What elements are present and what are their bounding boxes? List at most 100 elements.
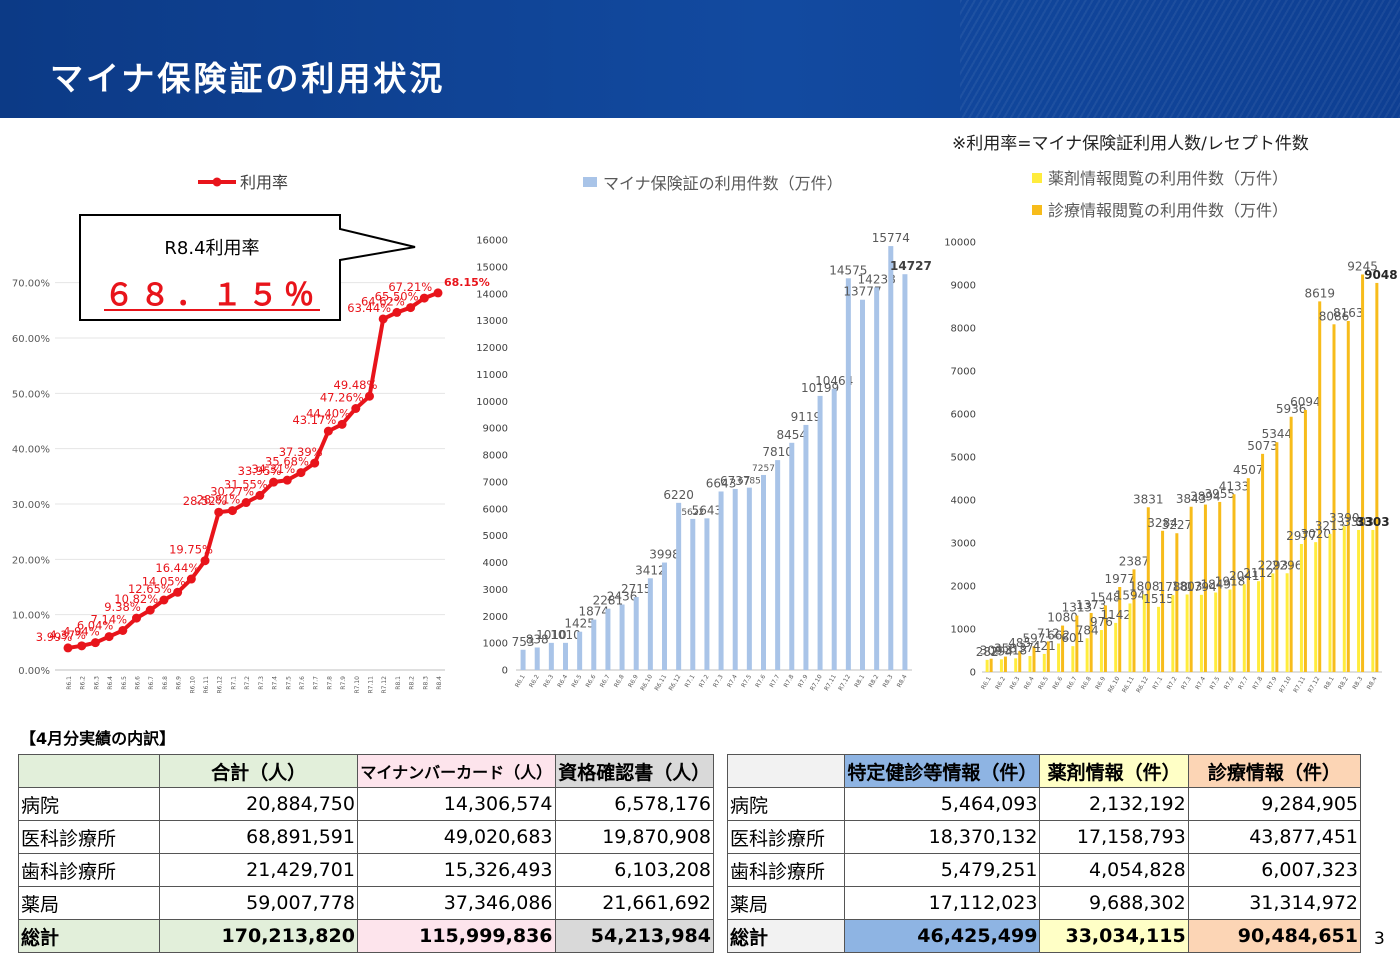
x-tick-label: R7.2 xyxy=(244,676,251,690)
data-label: 64.62% xyxy=(361,294,405,308)
bar xyxy=(1146,507,1150,672)
data-point xyxy=(351,403,361,413)
x-tick-label: R8.4 xyxy=(1366,675,1379,691)
x-tick-label: R6.1 xyxy=(980,675,993,691)
bar xyxy=(520,649,526,670)
bar xyxy=(1342,526,1346,672)
bar xyxy=(1303,409,1307,672)
bar xyxy=(1361,274,1365,672)
row-label: 歯科診療所 xyxy=(17,853,161,887)
data-label: 2281 xyxy=(593,594,624,608)
bar xyxy=(1161,530,1165,672)
data-label: 1142 xyxy=(1100,608,1131,622)
data-label: 838 xyxy=(526,632,549,646)
x-tick-label: R7.5 xyxy=(1209,675,1222,691)
y-tick-label: 0 xyxy=(970,668,976,679)
y-tick-label: 6000 xyxy=(951,410,976,421)
data-label: 3894 xyxy=(1190,490,1221,504)
bar xyxy=(902,274,908,670)
bar xyxy=(1232,494,1236,672)
y-tick-label: 2000 xyxy=(483,612,508,623)
bar xyxy=(999,659,1003,672)
data-label: 13777 xyxy=(843,285,881,299)
x-tick-label: R7.2 xyxy=(1166,675,1179,691)
data-label: 8086 xyxy=(1319,309,1350,323)
x-tick-label: R6.10 xyxy=(189,676,196,694)
data-label: 1373 xyxy=(1076,598,1107,612)
cell-value: 6,103,208 xyxy=(554,853,715,887)
data-label: 5073 xyxy=(1247,439,1278,453)
x-tick-label: R7.8 xyxy=(783,673,796,689)
total-label: 総計 xyxy=(17,919,161,953)
x-tick-label: R8.4 xyxy=(436,676,443,690)
callout-box xyxy=(79,214,416,321)
x-tick-label: R6.8 xyxy=(613,673,626,689)
data-label: 358 xyxy=(994,642,1017,656)
data-point xyxy=(63,643,73,653)
data-label: 14727 xyxy=(890,259,932,273)
data-label: 3020 xyxy=(1300,527,1331,541)
data-point xyxy=(90,638,100,648)
breakdown-table-info: 特定健診等情報（件） 薬剤情報（件） 診療情報（件） 病院 5,464,093 … xyxy=(726,754,1362,953)
data-label: 35.68% xyxy=(265,455,309,469)
x-tick-label: R6.1 xyxy=(66,676,73,690)
bar xyxy=(803,424,809,670)
x-tick-label: R6.7 xyxy=(1066,675,1079,691)
data-point xyxy=(310,458,320,468)
bar xyxy=(1075,615,1079,672)
usage-rate-line xyxy=(67,291,439,650)
x-tick-label: R6.3 xyxy=(542,673,555,689)
x-tick-label: R6.2 xyxy=(528,673,541,689)
table-row: 歯科診療所 5,479,251 4,054,828 6,007,323 xyxy=(726,853,1362,887)
header-cell: 薬剤情報（件） xyxy=(1039,754,1189,788)
x-tick-label: R8.3 xyxy=(422,676,429,690)
bar xyxy=(1003,656,1007,672)
cell-value: 19,870,908 xyxy=(554,820,715,854)
cell-value: 5,464,093 xyxy=(844,787,1041,821)
data-label: 294 xyxy=(990,644,1013,658)
data-point xyxy=(364,391,374,401)
data-label: 784 xyxy=(1076,623,1099,637)
data-point xyxy=(145,605,155,615)
data-label: 753 xyxy=(512,635,535,649)
bar xyxy=(1261,453,1265,672)
y-tick-label: 13000 xyxy=(476,316,508,327)
total-value: 33,034,115 xyxy=(1039,919,1189,953)
data-label: 2112 xyxy=(1243,566,1274,580)
x-tick-label: R6.9 xyxy=(176,676,183,690)
cell-value: 2,132,192 xyxy=(1039,787,1189,821)
data-point xyxy=(392,307,402,317)
data-label: 9.38% xyxy=(104,600,141,614)
data-label: 6643 xyxy=(706,476,737,490)
data-label: 3284 xyxy=(1147,516,1178,530)
bar xyxy=(860,299,865,670)
x-tick-label: R7.1 xyxy=(684,673,697,689)
bar xyxy=(1128,603,1132,672)
x-tick-label: R7.8 xyxy=(326,676,333,690)
header-cell: 資格確認書（人） xyxy=(554,754,715,788)
y-tick-label: 30.00% xyxy=(12,500,50,511)
data-label: 3831 xyxy=(1133,492,1164,506)
data-point xyxy=(186,574,196,584)
bar xyxy=(1142,594,1146,672)
usage-count-chart: 0 1000 2000 3000 4000 5000 6000 7000 8000 9000 100… xyxy=(476,174,932,692)
x-tick-label: R7.4 xyxy=(1194,675,1207,691)
data-point xyxy=(323,426,333,436)
data-label: 1788 xyxy=(1158,580,1189,594)
y-tick-label: 11000 xyxy=(476,370,508,381)
data-label: 9119 xyxy=(791,410,822,424)
data-label: 976 xyxy=(1090,615,1113,629)
table-row: 薬局 17,112,023 9,688,302 31,314,972 xyxy=(726,886,1362,920)
table-header-row: 特定健診等情報（件） 薬剤情報（件） 診療情報（件） xyxy=(726,754,1362,788)
cell-value: 6,578,176 xyxy=(554,787,715,821)
x-tick-label: R6.5 xyxy=(1037,675,1050,691)
x-tick-label: R8.3 xyxy=(1351,675,1364,691)
data-label: 712 xyxy=(1037,626,1060,640)
row-label: 薬局 xyxy=(17,886,161,920)
y-tick-label: 0 xyxy=(502,666,508,677)
charts-area: 0.00% 10.00% 20.00% 30.00% 40.00% 50.00% 60.00… xyxy=(12,169,1398,694)
bar xyxy=(1042,653,1046,672)
x-tick-label: R8.4 xyxy=(896,673,909,689)
bar xyxy=(1061,625,1065,672)
bar xyxy=(1214,592,1218,672)
